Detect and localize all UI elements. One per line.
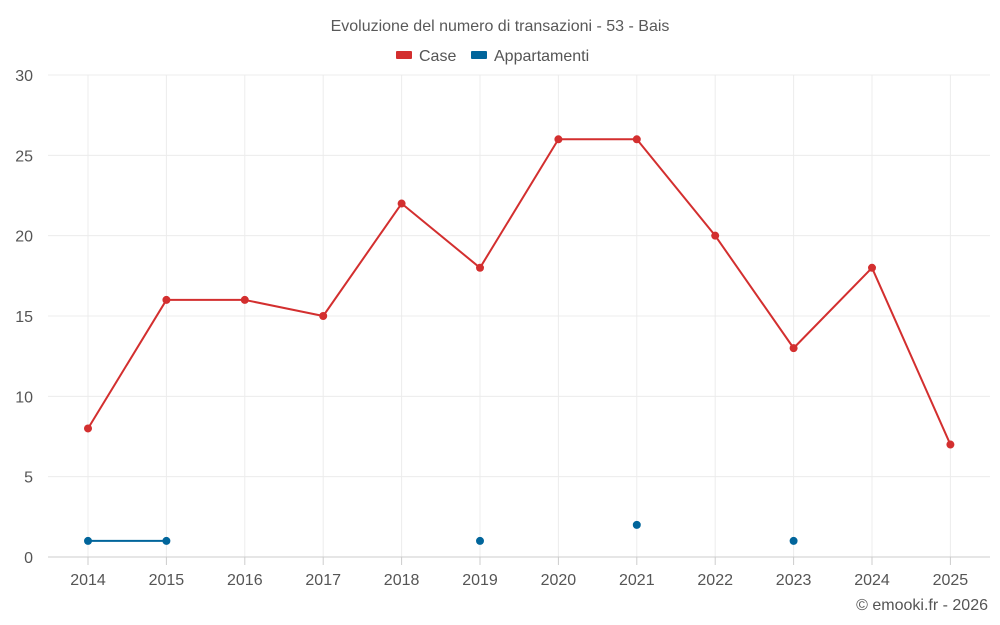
x-tick-label: 2014: [70, 572, 106, 589]
data-point-case[interactable]: [319, 312, 328, 320]
x-tick-label: 2017: [305, 572, 341, 589]
x-tick-label: 2024: [854, 572, 890, 589]
data-point-case[interactable]: [397, 199, 406, 208]
data-point-appartamenti[interactable]: [162, 536, 171, 545]
data-point-case[interactable]: [162, 295, 171, 304]
legend: Case Appartamenti: [396, 48, 589, 65]
legend-swatch-case: [396, 51, 412, 59]
y-tick-label: 0: [24, 550, 33, 567]
data-point-case[interactable]: [476, 263, 484, 272]
x-tick-label: 2015: [149, 572, 185, 589]
data-point-appartamenti[interactable]: [476, 536, 484, 545]
data-point-case[interactable]: [868, 263, 876, 272]
legend-label-appartamenti: Appartamenti: [494, 48, 589, 65]
data-point-case[interactable]: [946, 440, 955, 449]
y-tick-label: 25: [15, 148, 33, 165]
data-point-appartamenti[interactable]: [84, 536, 92, 545]
y-tick-label: 5: [24, 470, 33, 487]
data-point-case[interactable]: [554, 135, 563, 144]
x-tick-label: 2025: [933, 572, 969, 589]
x-tick-label: 2019: [462, 572, 498, 589]
credit-text: © emooki.fr - 2026: [856, 597, 988, 614]
y-tick-label: 10: [15, 389, 33, 406]
y-tick-label: 15: [15, 309, 33, 326]
series-appartamenti: [84, 520, 798, 545]
series-case: [84, 135, 955, 449]
data-point-case[interactable]: [789, 344, 798, 353]
chart-title: Evoluzione del numero di transazioni - 5…: [331, 18, 670, 35]
legend-swatch-appartamenti: [471, 51, 487, 59]
series-line-case: [87, 138, 952, 445]
data-point-case[interactable]: [84, 424, 92, 433]
x-tick-label: 2022: [697, 572, 733, 589]
y-tick-label: 20: [15, 229, 33, 246]
data-point-appartamenti[interactable]: [632, 520, 641, 529]
x-tick-label: 2023: [776, 572, 812, 589]
data-point-case[interactable]: [632, 135, 641, 144]
x-tick-label: 2020: [541, 572, 577, 589]
series: [84, 135, 955, 545]
data-point-appartamenti[interactable]: [789, 536, 798, 545]
x-tick-label: 2016: [227, 572, 263, 589]
data-point-case[interactable]: [240, 295, 249, 304]
legend-label-case: Case: [419, 48, 456, 65]
data-point-case[interactable]: [711, 231, 720, 240]
legend-item-case[interactable]: Case: [396, 48, 456, 65]
y-tick-label: 30: [15, 68, 33, 85]
x-tick-label: 2021: [619, 572, 655, 589]
legend-item-appartamenti[interactable]: Appartamenti: [471, 48, 589, 65]
x-tick-label: 2018: [384, 572, 420, 589]
grid: [48, 74, 990, 558]
